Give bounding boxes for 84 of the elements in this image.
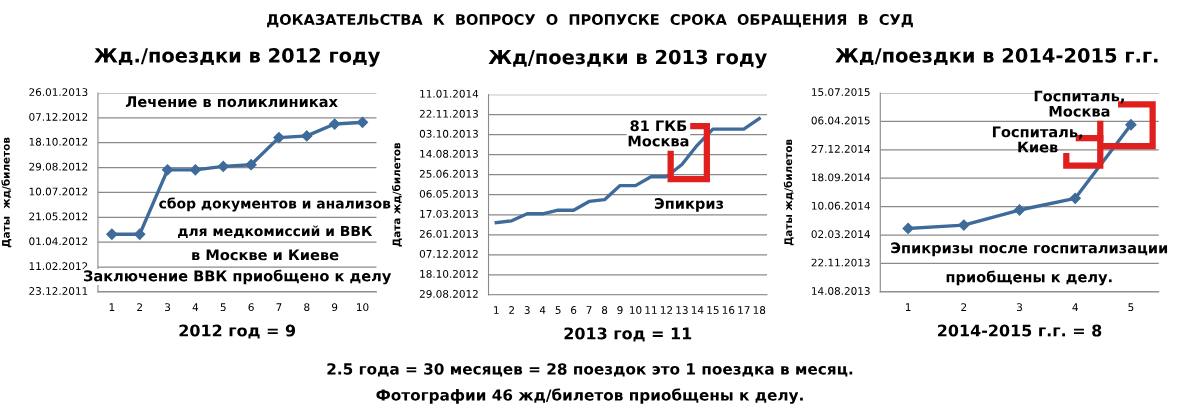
text: 18.09.2014: [812, 173, 870, 182]
annotation: Эпикриз: [654, 197, 724, 212]
x-tick-label: 3: [165, 303, 171, 312]
x-tick-label: 14: [691, 306, 704, 314]
x-axis-title: 2012 год = 9: [179, 324, 296, 339]
x-tick-label: 8: [304, 303, 310, 312]
text: 27.12.2014: [811, 144, 870, 153]
text: 18.10.2012: [29, 137, 88, 146]
text: 21.05.2012: [29, 212, 88, 221]
x-tick-label: 16: [722, 306, 735, 314]
x-tick-label: 9: [617, 306, 623, 314]
x-tick-label: 5: [555, 306, 561, 314]
text: 17.03.2013: [420, 209, 478, 218]
x-axis-title: 2013 год = 11: [564, 327, 692, 342]
annotation: приобщены к делу.: [946, 270, 1112, 286]
x-tick-label: 3: [1017, 303, 1022, 312]
text: 26.01.2013: [419, 229, 478, 238]
annotation: сбор документов и анализов: [159, 197, 391, 212]
text: Фотографии 46 жд/билетов приобщены к делу.: [376, 388, 803, 404]
x-tick-label: 7: [586, 306, 592, 314]
text: Госпиталь, Москва: [1034, 90, 1124, 117]
x-tick-label: 2: [137, 303, 142, 311]
text: 11.02.2012: [29, 262, 88, 271]
x-tick-label: 1: [905, 303, 911, 311]
x-tick-label: 6: [571, 306, 577, 314]
x-tick-label: 2: [509, 306, 514, 314]
annotation: Заключение ВВК приобщено к делу: [83, 269, 392, 285]
text: 07.12.2012: [419, 249, 478, 258]
text: 14.08.2013: [812, 287, 870, 295]
x-tick-label: 13: [676, 306, 688, 314]
x-tick-label: 9: [331, 303, 338, 312]
text: 15.07.2015: [812, 88, 870, 97]
chart-title: Жд/поездки в 2014-2015 г.г.: [835, 48, 1158, 66]
text: 2.5 года = 30 месяцев = 28 поездок это 1 поездка в месяц.: [327, 363, 853, 377]
text: 06.04.2015: [811, 116, 870, 125]
x-tick-label: 18: [753, 306, 766, 314]
x-tick-label: 5: [1128, 303, 1134, 312]
x-tick-label: 10: [630, 306, 642, 314]
y-axis-title: Даты жд/билетов: [1, 137, 12, 248]
x-tick-label: 11: [645, 306, 657, 314]
x-tick-label: 12: [660, 306, 673, 314]
text: 29.08.2012: [419, 289, 478, 298]
x-tick-label: 8: [601, 306, 608, 314]
text: 18.10.2012: [420, 269, 478, 278]
x-tick-label: 4: [1072, 303, 1078, 311]
annotation: Госпиталь, Киев: [992, 126, 1083, 153]
text: 22.11.2013: [419, 109, 478, 118]
text: 23.12.2011: [29, 287, 88, 295]
text: 10.06.2014: [812, 201, 870, 210]
chart-title: Жд./поездки в 2012 году: [94, 48, 381, 67]
x-tick-label: 4: [539, 306, 546, 314]
y-axis-title: Дата жд/билетов: [391, 142, 402, 247]
x-tick-label: 4: [192, 303, 199, 311]
text: 22.11.2013: [811, 258, 870, 267]
x-tick-label: 2: [961, 303, 967, 311]
text: 14.08.2013: [420, 149, 478, 158]
annotation: в Москве и Киеве: [192, 249, 339, 261]
text: 02.03.2014: [811, 230, 870, 239]
text: 06.05.2013: [419, 189, 478, 198]
text: 01.04.2012: [29, 237, 88, 246]
x-tick-label: 6: [248, 303, 254, 312]
x-tick-label: 3: [524, 306, 530, 314]
x-tick-label: 7: [276, 303, 282, 311]
chart-title: Жд/поездки в 2013 году: [488, 49, 767, 69]
text: ДОКАЗАТЕЛЬСТВА К ВОПРОСУ О ПРОПУСКЕ СРОКА ОБРАЩЕНИЯ В СУД: [267, 14, 913, 28]
y-axis-title: Даты жд/билетов: [783, 139, 794, 246]
text: 03.10.2013: [419, 129, 478, 138]
x-tick-label: 5: [220, 303, 226, 312]
text: 11.01.2014: [420, 89, 479, 98]
x-tick-label: 1: [109, 303, 115, 311]
x-tick-label: 10: [357, 303, 369, 312]
x-tick-label: 1: [494, 306, 499, 314]
text: 29.08.2012: [29, 162, 88, 171]
annotation: для медкомиссий и ВВК: [178, 225, 373, 238]
x-axis-title: 2014-2015 г.г. = 8: [938, 324, 1102, 337]
text: 07.12.2012: [29, 113, 88, 121]
text: 10.07.2012: [29, 187, 88, 196]
x-tick-label: 17: [738, 306, 750, 314]
text: 25.06.2013: [419, 169, 478, 178]
text: 26.01.2013: [29, 88, 88, 97]
text: Лечение в поликлиниках: [125, 96, 338, 108]
annotation: 81 ГКБ Москва: [628, 120, 689, 147]
annotation: Эпикризы после госпитализации: [891, 242, 1168, 257]
x-tick-label: 15: [707, 306, 719, 314]
